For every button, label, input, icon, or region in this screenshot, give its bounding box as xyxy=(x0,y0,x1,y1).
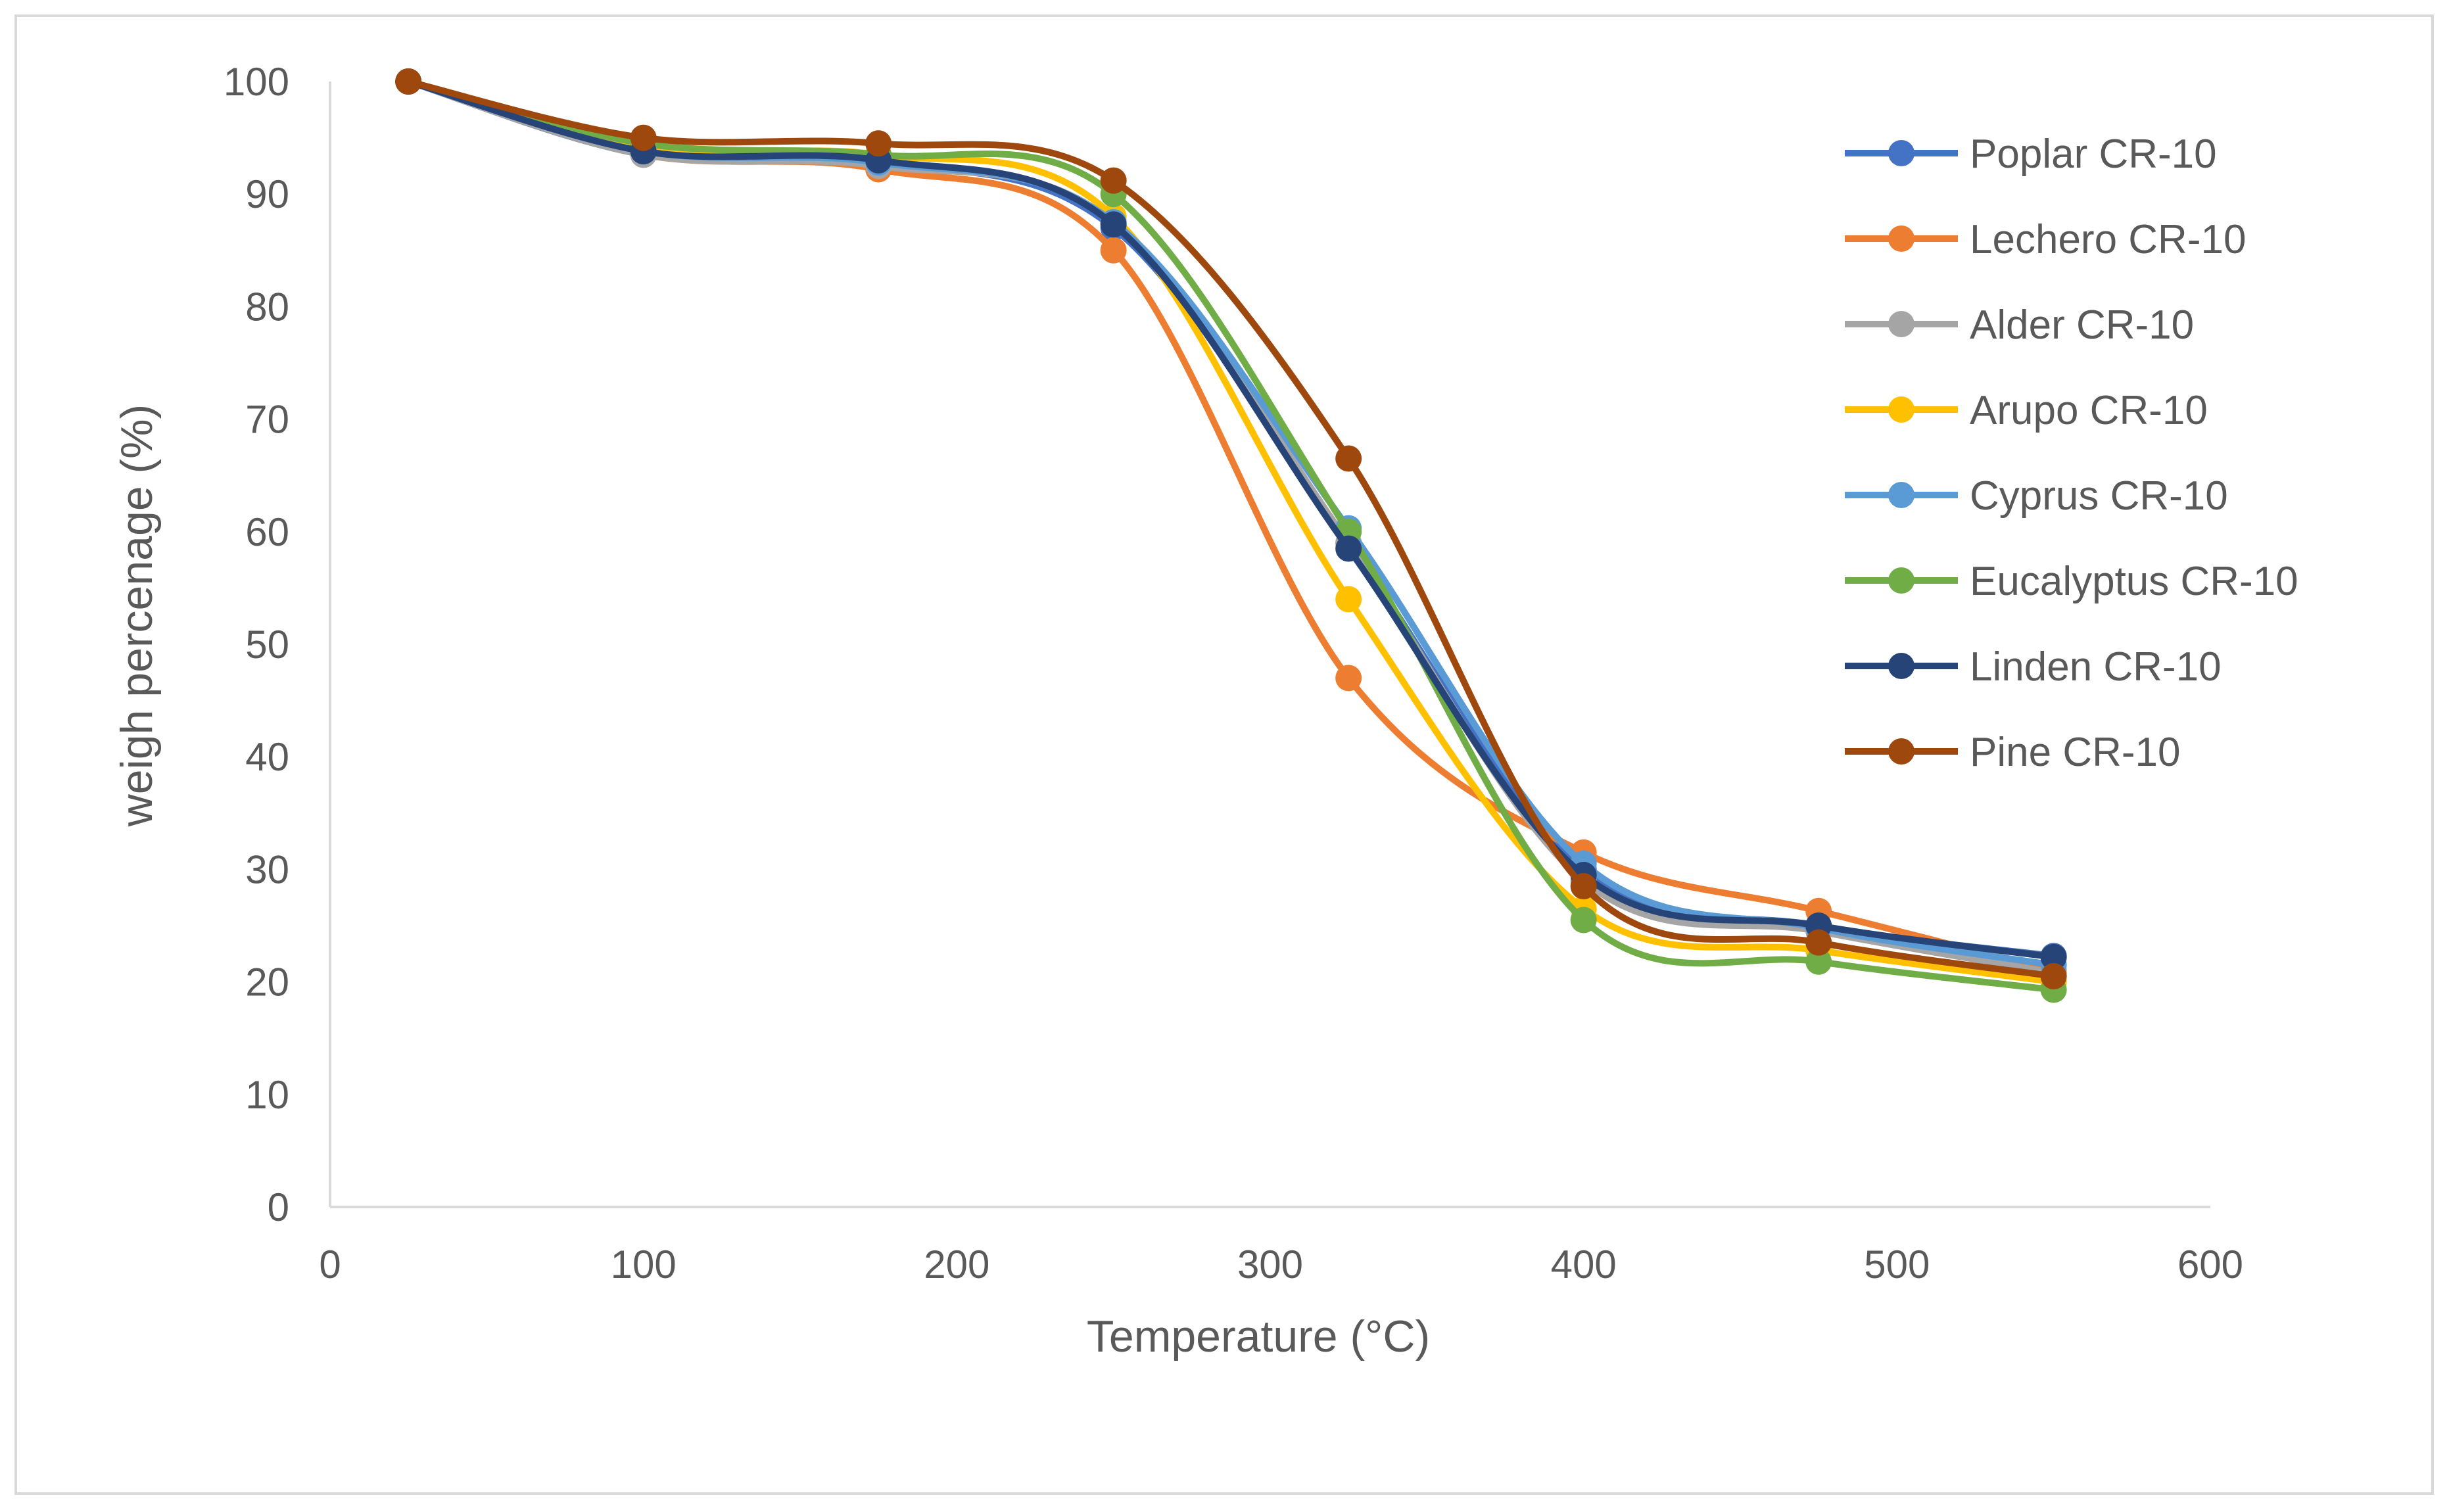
series-layer xyxy=(395,68,2067,1003)
y-tick-label: 20 xyxy=(245,960,289,1004)
series-line xyxy=(405,78,2057,993)
data-point xyxy=(395,68,422,95)
legend-swatch-marker xyxy=(1888,140,1914,166)
data-point xyxy=(1335,445,1362,472)
series-pine-cr-10 xyxy=(395,68,2067,990)
data-point xyxy=(1100,211,1127,238)
series-line xyxy=(405,78,2057,960)
legend-item: Eucalyptus CR-10 xyxy=(1845,559,2298,604)
y-tick-label: 80 xyxy=(245,285,289,329)
legend-swatch-marker xyxy=(1888,653,1914,679)
legend-swatch-marker xyxy=(1888,311,1914,337)
legend-label: Eucalyptus CR-10 xyxy=(1970,559,2298,604)
y-tick-label: 0 xyxy=(268,1185,289,1229)
data-point xyxy=(1335,586,1362,613)
series-lechero-cr-10 xyxy=(395,68,2067,984)
legend-swatch-marker xyxy=(1888,567,1914,594)
series-line xyxy=(405,78,2057,968)
legend-item: Alder CR-10 xyxy=(1845,302,2194,348)
y-tick-label: 10 xyxy=(245,1073,289,1117)
legend-swatch-marker xyxy=(1888,225,1914,252)
series-eucalyptus-cr-10 xyxy=(395,68,2067,1003)
legend-label: Arupo CR-10 xyxy=(1970,388,2208,433)
series-arupo-cr-10 xyxy=(395,68,2067,995)
series-line xyxy=(405,78,2057,985)
legend-item: Cyprus CR-10 xyxy=(1845,473,2228,519)
axes: 0 10 20 30 40 50 60 70 80 90 100 0 100 200 300 400 500 60… xyxy=(224,60,2243,1287)
series-linden-cr-10 xyxy=(395,68,2067,970)
chart-svg: 0 10 20 30 40 50 60 70 80 90 100 0 100 200 300 400 500 60… xyxy=(112,60,2298,1361)
data-point xyxy=(1335,535,1362,562)
series-line xyxy=(405,78,2057,960)
x-tick-label: 600 xyxy=(2177,1242,2243,1287)
series-line xyxy=(405,78,2057,976)
x-tick-label: 400 xyxy=(1551,1242,1617,1287)
legend-swatch-marker xyxy=(1888,738,1914,765)
series-cyprus-cr-10 xyxy=(395,68,2067,978)
data-point xyxy=(1805,929,1832,956)
y-tick-label: 30 xyxy=(245,847,289,891)
series-alder-cr-10 xyxy=(395,68,2067,986)
data-point xyxy=(1570,907,1597,933)
data-point xyxy=(865,130,892,157)
data-point xyxy=(2040,963,2067,990)
x-tick-label: 300 xyxy=(1237,1242,1303,1287)
x-tick-label: 500 xyxy=(1864,1242,1930,1287)
legend-swatch-marker xyxy=(1888,396,1914,423)
legend-label: Cyprus CR-10 xyxy=(1970,473,2228,519)
data-point xyxy=(630,124,657,151)
legend-label: Linden CR-10 xyxy=(1970,644,2222,690)
legend-swatch-marker xyxy=(1888,482,1914,508)
series-line xyxy=(405,78,2057,980)
legend-item: Poplar CR-10 xyxy=(1845,131,2217,177)
legend: Poplar CR-10 Lechero CR-10 Alder CR-10 Arup… xyxy=(1845,131,2298,775)
data-point xyxy=(1100,237,1127,264)
legend-label: Lechero CR-10 xyxy=(1970,217,2246,262)
data-point xyxy=(1570,873,1597,900)
legend-item: Pine CR-10 xyxy=(1845,730,2180,775)
legend-item: Linden CR-10 xyxy=(1845,644,2222,690)
legend-label: Alder CR-10 xyxy=(1970,302,2194,348)
data-point xyxy=(1805,948,1832,975)
y-tick-label: 70 xyxy=(245,398,289,442)
y-tick-label: 60 xyxy=(245,510,289,554)
data-point xyxy=(2040,943,2067,970)
legend-item: Arupo CR-10 xyxy=(1845,388,2208,433)
y-tick-label: 40 xyxy=(245,735,289,779)
series-line xyxy=(405,78,2057,974)
chart-frame: 0 10 20 30 40 50 60 70 80 90 100 0 100 200 300 400 500 60… xyxy=(14,14,2434,1495)
x-tick-label: 0 xyxy=(319,1242,341,1287)
data-point xyxy=(1100,167,1127,194)
x-tick-label: 100 xyxy=(611,1242,677,1287)
legend-label: Pine CR-10 xyxy=(1970,730,2180,775)
data-point xyxy=(1335,665,1362,692)
legend-item: Lechero CR-10 xyxy=(1845,217,2246,262)
y-axis-title: weigh percenage (%) xyxy=(112,404,162,828)
y-tick-label: 100 xyxy=(224,60,289,104)
legend-label: Poplar CR-10 xyxy=(1970,131,2217,177)
series-poplar-cr-10 xyxy=(395,68,2067,970)
x-tick-label: 200 xyxy=(924,1242,989,1287)
y-tick-label: 50 xyxy=(245,623,289,667)
y-tick-label: 90 xyxy=(245,172,289,216)
x-axis-title: Temperature (°C) xyxy=(1087,1311,1430,1361)
